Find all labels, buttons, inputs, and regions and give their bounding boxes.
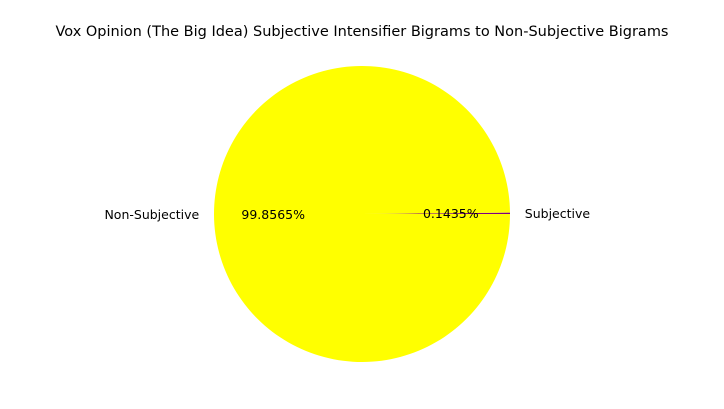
pie-slice-non-subjective — [214, 65, 511, 362]
pie-labels: Subjective 0.1435% Non-Subjective 99.8565% — [104, 206, 590, 222]
chart-title: Vox Opinion (The Big Idea) Subjective In… — [55, 24, 668, 40]
slice-percent-label: 0.1435% — [423, 206, 479, 221]
slice-label: Non-Subjective — [104, 207, 199, 222]
pie-slice-subjective — [362, 212, 510, 214]
slice-label: Subjective — [525, 206, 591, 221]
slice-percent-label: 99.8565% — [241, 207, 305, 222]
pie-slices — [214, 65, 511, 362]
